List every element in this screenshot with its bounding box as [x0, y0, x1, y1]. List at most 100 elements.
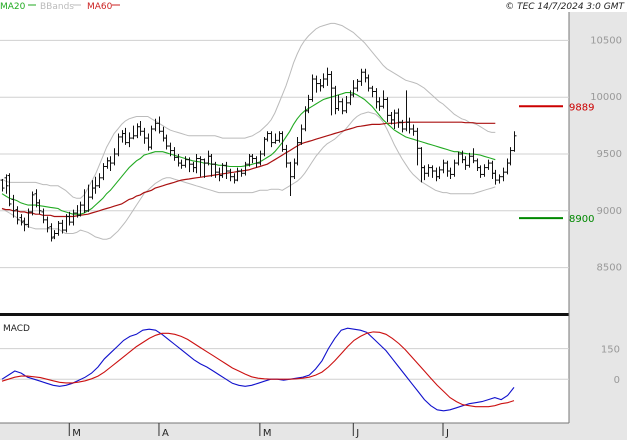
ohlc-bar: [508, 147, 513, 166]
ohlc-bar: [407, 117, 412, 134]
ohlc-bar: [512, 131, 517, 152]
x-tick-label: A: [162, 428, 169, 439]
ohlc-bar: [482, 164, 487, 177]
ohlc-bar: [370, 85, 375, 98]
ohlc-bar: [471, 148, 476, 164]
ohlc-bar: [385, 97, 390, 123]
ohlc-bar: [179, 159, 184, 169]
ohlc-bar: [45, 216, 50, 233]
ohlc-bar: [437, 166, 442, 179]
ohlc-bar: [310, 74, 315, 102]
ohlc-bar: [67, 211, 72, 226]
ohlc-bar: [463, 156, 468, 170]
ohlc-bar: [467, 152, 472, 168]
ohlc-bar: [250, 153, 255, 164]
ohlc-bar: [224, 161, 229, 179]
ohlc-bar: [239, 168, 244, 177]
ohlc-bar: [220, 163, 225, 178]
ohlc-bar: [235, 167, 240, 182]
ohlc-bar: [172, 147, 177, 161]
ohlc-bar: [168, 142, 173, 157]
ohlc-bar: [56, 220, 61, 236]
ohlc-bar: [392, 109, 397, 129]
ohlc-bar: [183, 156, 188, 168]
ohlc-bar: [269, 131, 274, 148]
macd-y-tick-label: 0: [614, 375, 620, 386]
ohlc-bar: [4, 174, 9, 194]
ohlc-bar: [142, 127, 147, 144]
ohlc-bar: [108, 156, 113, 172]
ohlc-bar: [355, 79, 360, 92]
ohlc-bar: [198, 156, 203, 177]
ohlc-bar: [157, 116, 162, 134]
ohlc-bar: [381, 90, 386, 109]
ohlc-bar: [112, 148, 117, 166]
ohlc-bar: [82, 189, 87, 214]
ohlc-bar: [265, 131, 270, 142]
legend-ma20: MA20: [0, 2, 26, 12]
legend-bbands: BBands: [40, 2, 74, 12]
ohlc-bar: [78, 201, 83, 217]
ohlc-bar: [377, 97, 382, 111]
ohlc-bar: [202, 158, 207, 178]
ohlc-bar: [49, 223, 54, 242]
ohlc-bar: [123, 127, 128, 145]
ohlc-bar: [400, 119, 405, 133]
ohlc-bar: [441, 159, 446, 174]
ohlc-bar: [396, 108, 401, 128]
ohlc-bar: [149, 125, 154, 150]
ohlc-bar: [86, 184, 91, 212]
ohlc-bar: [422, 165, 427, 181]
ohlc-bar: [138, 121, 143, 136]
macd-title: MACD: [3, 324, 30, 334]
ohlc-bar: [0, 178, 5, 192]
ohlc-bar: [93, 176, 98, 194]
ohlc-bar: [411, 124, 416, 136]
ohlc-bar: [228, 168, 233, 182]
x-tick-label: J: [445, 428, 449, 439]
ohlc-bar: [273, 133, 278, 144]
ohlc-bar: [288, 161, 293, 197]
x-tick-label: M: [72, 428, 81, 439]
ohlc-bar: [359, 68, 364, 86]
ohlc-bar: [213, 161, 218, 178]
ohlc-bar: [366, 74, 371, 92]
ohlc-bar: [415, 127, 420, 166]
ohlc-bar: [7, 173, 12, 207]
ohlc-bar: [71, 209, 76, 226]
ohlc-bar: [351, 80, 356, 98]
ohlc-bar: [340, 98, 345, 115]
ohlc-bar: [22, 217, 27, 232]
ohlc-bar: [456, 151, 461, 166]
ohlc-bar: [426, 164, 431, 177]
macd-y-tick-label: 150: [601, 345, 620, 356]
ohlc-bar: [243, 161, 248, 176]
ohlc-bar: [116, 133, 121, 157]
ohlc-bar: [26, 208, 31, 228]
copyright-text: © TEC 14/7/2024 3:0 GMT: [505, 2, 625, 12]
ohlc-bar: [329, 71, 334, 116]
ohlc-bar: [325, 67, 330, 86]
ohlc-bar: [306, 94, 311, 114]
ohlc-bar: [336, 94, 341, 111]
ohlc-bar: [101, 163, 106, 181]
panel-separator: [0, 313, 569, 316]
ohlc-bar: [41, 208, 46, 224]
ohlc-bar: [452, 159, 457, 177]
ohlc-bar: [131, 125, 136, 140]
ohlc-bar: [11, 194, 16, 218]
x-tick-label: J: [355, 428, 359, 439]
y-tick-label: 9000: [597, 206, 622, 217]
ohlc-bar: [37, 199, 42, 215]
signal-line: [1, 331, 515, 408]
support-label: 8900: [569, 214, 594, 225]
y-axis-area: [569, 12, 627, 440]
ohlc-bar: [258, 150, 263, 166]
x-axis-area: [0, 423, 569, 440]
y-tick-label: 10000: [590, 92, 622, 103]
ohlc-bar: [493, 169, 498, 185]
ohlc-bar: [127, 132, 132, 148]
y-tick-labels: 10500 10000 9500 9000 8500: [590, 35, 622, 273]
ohlc-bar: [321, 73, 326, 89]
